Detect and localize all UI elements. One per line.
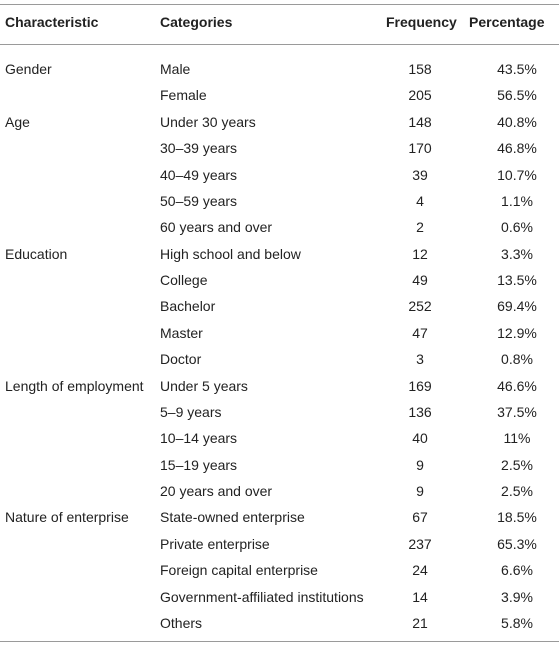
category: Master — [160, 324, 203, 341]
frequency: 205 — [408, 87, 432, 104]
category: Under 5 years — [160, 377, 248, 394]
category: Foreign capital enterprise — [160, 562, 318, 579]
percentage: 56.5% — [497, 87, 537, 104]
characteristic: Age — [5, 113, 30, 130]
frequency: 49 — [412, 272, 428, 289]
header-rule — [0, 44, 559, 45]
frequency: 47 — [412, 324, 428, 341]
percentage: 3.9% — [501, 588, 533, 605]
frequency: 3 — [416, 351, 424, 368]
percentage: 0.8% — [501, 351, 533, 368]
characteristic: Gender — [5, 61, 52, 77]
percentage: 46.8% — [497, 140, 537, 157]
percentage: 13.5% — [497, 272, 537, 289]
characteristic: Education — [5, 245, 68, 262]
category: Others — [160, 614, 203, 631]
category: Government-affiliated institutions — [160, 588, 364, 605]
percentage: 43.5% — [497, 61, 537, 77]
percentage: 18.5% — [497, 509, 537, 526]
category: 5–9 years — [160, 403, 222, 420]
category: Male — [160, 61, 191, 77]
frequency: 9 — [416, 456, 424, 473]
column-header: Characteristic — [5, 14, 99, 30]
frequency: 9 — [416, 483, 424, 500]
column-header: Categories — [160, 14, 233, 30]
percentage: 37.5% — [497, 403, 537, 420]
frequency: 21 — [412, 614, 428, 631]
percentage: 3.3% — [501, 245, 533, 262]
percentage: 2.5% — [501, 483, 533, 500]
percentage: 6.6% — [501, 562, 533, 579]
category: College — [160, 272, 208, 289]
category: Under 30 years — [160, 113, 256, 130]
category: 15–19 years — [160, 456, 238, 473]
percentage: 65.3% — [497, 535, 537, 552]
category: 40–49 years — [160, 166, 238, 183]
frequency: 158 — [408, 61, 432, 77]
percentage: 69.4% — [497, 298, 537, 315]
frequency: 4 — [416, 192, 424, 209]
bottom-rule — [0, 641, 559, 642]
category: 60 years and over — [160, 219, 273, 236]
frequency: 24 — [412, 562, 428, 579]
category: State-owned enterprise — [160, 509, 305, 526]
top-rule — [0, 4, 559, 5]
category: Female — [160, 87, 207, 104]
frequency: 237 — [408, 535, 432, 552]
characteristic: Length of employment — [5, 377, 144, 394]
frequency: 2 — [416, 219, 424, 236]
percentage: 40.8% — [497, 113, 537, 130]
frequency: 67 — [412, 509, 428, 526]
percentage: 1.1% — [501, 192, 533, 209]
characteristic: Nature of enterprise — [5, 509, 129, 526]
column-header: Frequency — [386, 14, 457, 30]
percentage: 10.7% — [497, 166, 537, 183]
percentage: 0.6% — [501, 219, 533, 236]
frequency: 170 — [408, 140, 432, 157]
category: 20 years and over — [160, 483, 273, 500]
frequency: 40 — [412, 430, 428, 447]
column-header: Percentage — [469, 14, 545, 30]
frequency: 12 — [412, 245, 428, 262]
category: Bachelor — [160, 298, 216, 315]
percentage: 2.5% — [501, 456, 533, 473]
frequency: 148 — [408, 113, 432, 130]
percentage: 12.9% — [497, 324, 537, 341]
percentage: 11% — [503, 430, 531, 447]
category: 30–39 years — [160, 140, 238, 157]
percentage: 5.8% — [501, 614, 533, 631]
frequency: 252 — [408, 298, 432, 315]
category: 10–14 years — [160, 430, 238, 447]
category: Doctor — [160, 351, 202, 368]
frequency: 39 — [412, 166, 428, 183]
percentage: 46.6% — [497, 377, 537, 394]
frequency: 14 — [412, 588, 428, 605]
frequency: 136 — [408, 403, 432, 420]
category: 50–59 years — [160, 192, 238, 209]
frequency: 169 — [408, 377, 432, 394]
category: Private enterprise — [160, 535, 270, 552]
category: High school and below — [160, 245, 301, 262]
